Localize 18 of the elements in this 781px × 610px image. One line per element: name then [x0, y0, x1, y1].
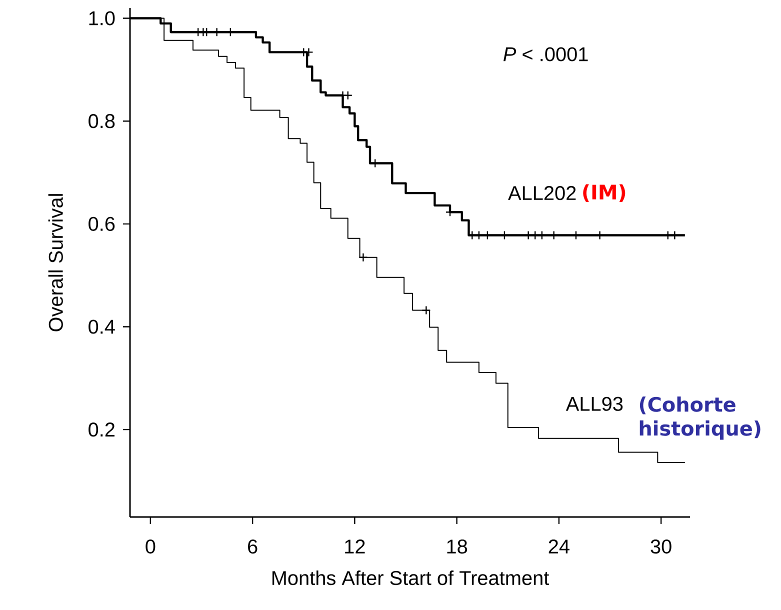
series-label: ALL93 [566, 396, 623, 411]
x-tick-label: 12 [345, 540, 365, 554]
x-tick-label: 24 [548, 540, 570, 554]
y-axis-title: Overall Survival [48, 194, 63, 332]
annotation: (Cohorte historique) [640, 396, 760, 440]
y-tick-label: 0.2 [88, 422, 114, 437]
x-axis-title: Months After Start of Treatment [272, 570, 550, 586]
annotation: (IM) [583, 184, 626, 202]
series-label: ALL202 [508, 186, 576, 200]
annotation: P < .0001 [504, 47, 588, 62]
y-tick-label: 0.8 [88, 114, 115, 128]
x-tick-label: 0 [146, 540, 156, 554]
y-tick-label: 1.0 [89, 11, 115, 26]
x-tick-label: 6 [248, 540, 258, 554]
x-tick-label: 18 [447, 540, 468, 554]
y-tick-label: 0.6 [88, 216, 115, 231]
x-tick-label: 30 [650, 540, 672, 554]
y-tick-label: 0.4 [88, 320, 115, 334]
